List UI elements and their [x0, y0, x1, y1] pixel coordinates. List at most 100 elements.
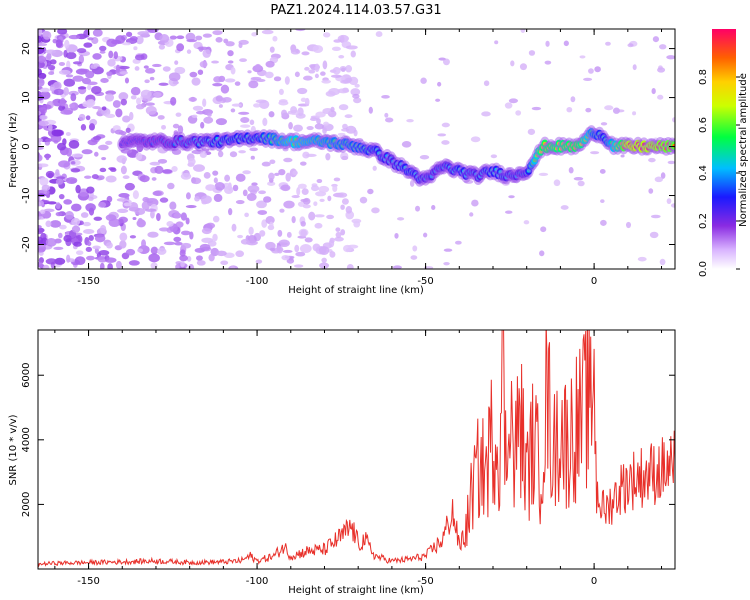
spectrogram-y-tick-label: 20: [21, 42, 32, 55]
spectrogram-noise-cell: [318, 246, 330, 256]
spectrogram-noise-cell: [259, 230, 266, 237]
spectrogram-noise-cell: [396, 217, 405, 221]
spectrogram-noise-cell: [83, 42, 93, 48]
spectrogram-noise-cell: [69, 103, 76, 109]
spectrogram-noise-cell: [128, 111, 134, 121]
spectrogram-x-tick-label: -150: [77, 276, 100, 287]
spectrogram-noise-cell: [141, 201, 150, 211]
spectrogram-noise-cell: [57, 232, 63, 239]
spectrogram-noise-cell: [125, 248, 136, 256]
spectrogram-noise-cell: [335, 231, 342, 239]
spectrogram-noise-cell: [341, 155, 349, 161]
spectrogram-noise-cell: [202, 98, 207, 107]
spectrogram-noise-cell: [118, 208, 125, 213]
spectrogram-noise-cell: [169, 201, 177, 210]
snr-x-tick-label: -50: [417, 576, 433, 587]
spectrogram-noise-cell: [276, 245, 284, 254]
spectrogram-noise-cell: [86, 81, 98, 86]
spectrogram-noise-cell: [38, 43, 48, 47]
spectrogram-noise-cell: [247, 70, 252, 74]
spectrogram-noise-cell: [38, 61, 45, 69]
spectrogram-noise-cell: [90, 64, 98, 69]
spectrogram-noise-cell: [86, 255, 95, 261]
spectrogram-noise-cell: [227, 60, 234, 64]
spectrogram-noise-cell: [38, 35, 42, 43]
spectrogram-noise-cell: [214, 182, 225, 191]
spectrogram-noise-cell: [57, 142, 67, 151]
spectrogram-noise-cell: [185, 217, 190, 225]
spectrogram-noise-cell: [38, 200, 45, 207]
spectrogram-noise-cell: [281, 109, 288, 118]
spectrogram-noise-cell: [420, 77, 427, 84]
spectrogram-noise-cell: [314, 214, 325, 218]
spectrogram-noise-cell: [291, 194, 300, 199]
spectrogram-noise-cell: [345, 206, 353, 214]
spectrogram-noise-cell: [135, 152, 143, 161]
spectrogram-noise-cell: [51, 129, 64, 137]
spectrogram-noise-cell: [45, 153, 50, 161]
spectrogram-noise-cell: [88, 123, 96, 131]
spectrogram-noise-cell: [372, 165, 377, 171]
spectrogram-noise-cell: [320, 71, 326, 76]
spectrogram-noise-cell: [583, 77, 593, 81]
spectrogram-noise-cell: [58, 61, 66, 66]
spectrogram-noise-cell: [255, 99, 267, 104]
spectrogram-noise-cell: [115, 260, 122, 269]
spectrogram-noise-cell: [346, 264, 354, 269]
spectrogram-noise-cell: [116, 155, 128, 163]
spectrogram-noise-cell: [49, 59, 57, 65]
spectrogram-noise-cell: [39, 115, 48, 120]
spectrogram-noise-cell: [122, 115, 131, 123]
spectrogram-noise-cell: [238, 150, 246, 154]
spectrogram-noise-cell: [116, 198, 128, 202]
spectrogram-noise-cell: [172, 123, 180, 129]
spectrogram-y-ticks: -20 -10 0 10 20: [21, 42, 675, 253]
spectrogram-x-label: Height of straight line (km): [288, 285, 424, 296]
spectrogram-noise-cell: [157, 158, 168, 164]
spectrogram-noise-cell: [523, 220, 530, 225]
spectrogram-noise-cell: [215, 118, 227, 126]
spectrogram-noise-cell: [220, 84, 230, 94]
spectrogram-noise-cell: [105, 140, 113, 146]
spectrogram-noise-cell: [579, 55, 586, 59]
spectrogram-noise-cell: [342, 123, 348, 130]
spectrogram-noise-cell: [483, 80, 490, 87]
spectrogram-noise-cell: [73, 241, 82, 247]
spectrogram-noise-cell: [105, 175, 117, 183]
spectrogram-noise-cell: [53, 88, 65, 96]
spectrogram-x-tick-label: -100: [246, 276, 269, 287]
spectrogram-noise-cell: [144, 79, 150, 84]
spectrogram-noise-cell: [128, 260, 140, 266]
spectrogram-noise-cell: [300, 97, 307, 103]
spectrogram-noise-cell: [134, 54, 145, 61]
spectrogram-noise-cell: [302, 197, 311, 205]
spectrogram-noise-cell: [340, 79, 351, 84]
spectrogram-noise-cell: [38, 261, 43, 268]
spectrogram-noise-cell: [256, 200, 267, 209]
spectrogram-noise-cell: [87, 37, 94, 41]
spectrogram-noise-cell: [65, 51, 77, 60]
spectrogram-noise-cell: [186, 39, 197, 43]
spectrogram-noise-cell: [58, 193, 65, 200]
spectrogram-noise-cell: [42, 264, 50, 269]
spectrogram-noise-cell: [176, 43, 185, 52]
spectrogram-noise-cell: [247, 185, 260, 193]
spectrogram-noise-cell: [196, 110, 206, 115]
spectrogram-noise-cell: [318, 185, 330, 193]
spectrogram-noise-cell: [119, 232, 128, 242]
spectrogram-noise-cell: [199, 151, 207, 158]
spectrogram-noise-cell: [381, 95, 390, 99]
spectrogram-noise-cell: [367, 188, 374, 195]
spectrogram-noise-cell: [230, 266, 236, 269]
spectrogram-noise-cell: [249, 119, 255, 125]
spectrogram-noise-cell: [189, 71, 198, 78]
spectrogram-noise-cell: [75, 250, 84, 256]
spectrogram-noise-cell: [87, 84, 92, 91]
spectrogram-noise-cell: [257, 210, 268, 216]
spectrogram-noise-cell: [240, 116, 250, 123]
spectrogram-noise-cell: [228, 208, 233, 216]
snr-panel: -150 -100 -50 0 2000 4000 6000 Height of stra…: [8, 329, 676, 596]
spectrogram-noise-cell: [71, 225, 81, 233]
spectrogram-marks: [38, 29, 675, 269]
spectrogram-noise-cell: [303, 75, 313, 81]
